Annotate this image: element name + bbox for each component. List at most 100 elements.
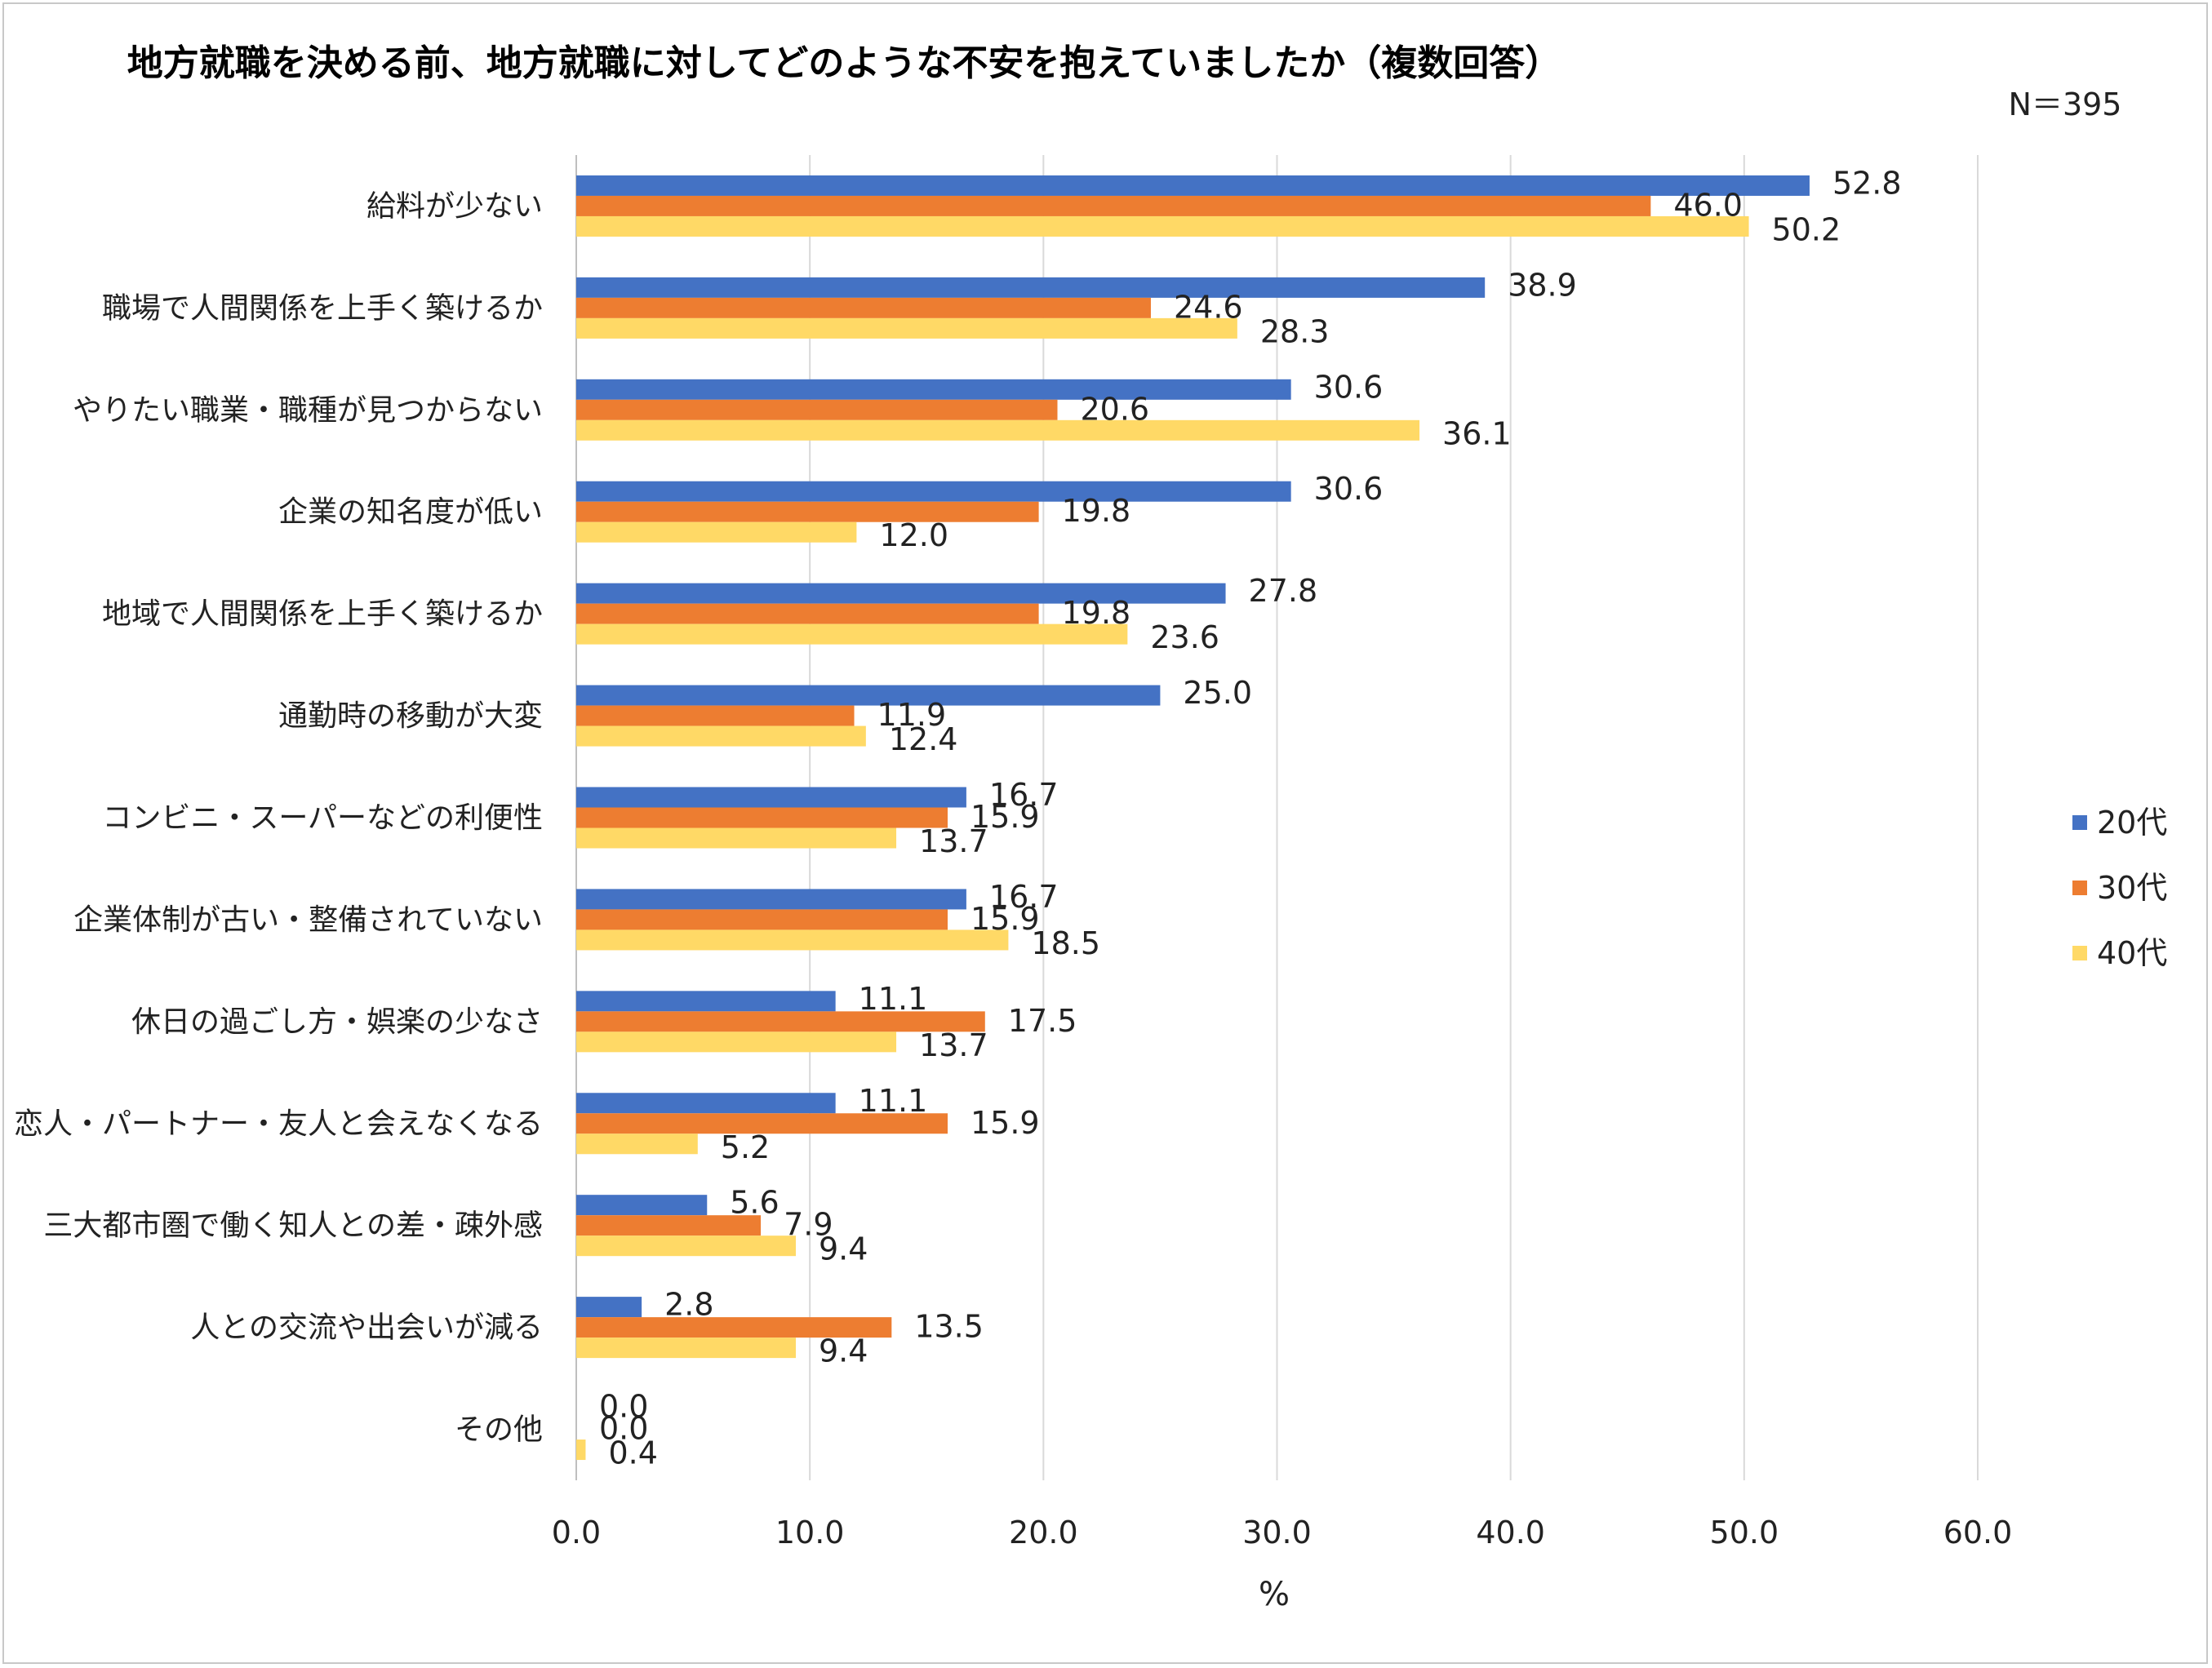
- data-label: 11.1: [859, 1083, 928, 1119]
- bar-30代: [576, 501, 1039, 522]
- bar-20代: [576, 277, 1486, 298]
- data-label: 16.7: [989, 879, 1059, 915]
- bar-30代: [576, 1317, 892, 1338]
- data-label: 2.8: [664, 1287, 713, 1323]
- category-label: 恋人・パートナー・友人と会えなくなる: [14, 1107, 543, 1141]
- category-label: 地域で人間関係を上手く築けるか: [102, 597, 543, 631]
- data-label: 17.5: [1008, 1003, 1077, 1039]
- bar-20代: [576, 379, 1291, 400]
- bar-30代: [576, 1113, 948, 1134]
- x-axis-label: %: [1259, 1576, 1290, 1613]
- data-label: 12.0: [879, 517, 948, 553]
- bar-40代: [576, 1133, 698, 1155]
- gridlines: [809, 155, 1979, 1480]
- category-label: 企業の知名度が低い: [278, 495, 543, 529]
- data-label: 19.8: [1062, 595, 1131, 631]
- bar-20代: [576, 787, 966, 808]
- data-label: 5.6: [730, 1185, 779, 1221]
- category-label: 三大都市圏で働く知人との差・疎外感: [43, 1209, 543, 1243]
- data-label: 36.1: [1442, 415, 1512, 451]
- data-label: 16.7: [989, 777, 1059, 813]
- bar-20代: [576, 481, 1291, 502]
- category-label: 人との交流や出会いが減る: [190, 1311, 543, 1345]
- x-tick-label: 30.0: [1242, 1515, 1312, 1550]
- bar-40代: [576, 623, 1128, 645]
- data-label: 5.2: [721, 1129, 770, 1165]
- data-label: 50.2: [1772, 211, 1841, 247]
- data-label: 0.0: [599, 1411, 648, 1447]
- bar-30代: [576, 195, 1651, 216]
- data-label: 11.9: [877, 697, 947, 733]
- data-label: 15.9: [971, 799, 1040, 835]
- bar-20代: [576, 991, 836, 1012]
- sample-size-note: N＝395: [2009, 87, 2122, 122]
- bar-20代: [576, 1195, 708, 1216]
- bar-40代: [576, 1440, 586, 1461]
- bar-20代: [576, 685, 1161, 706]
- bar-40代: [576, 1031, 897, 1053]
- x-tick-label: 0.0: [552, 1515, 601, 1550]
- data-label: 24.6: [1174, 289, 1243, 325]
- data-label: 13.7: [919, 1027, 988, 1063]
- x-tick-label: 10.0: [775, 1515, 845, 1550]
- data-label: 18.5: [1031, 925, 1100, 961]
- data-label: 0.4: [608, 1435, 657, 1471]
- data-label: 15.9: [971, 1105, 1040, 1141]
- x-tick-label: 20.0: [1009, 1515, 1078, 1550]
- legend-label-40代: 40代: [2097, 935, 2167, 971]
- category-label: 企業体制が古い・整備されていない: [73, 903, 543, 937]
- legend-swatch-20代: [2072, 815, 2087, 830]
- data-label: 11.1: [859, 981, 928, 1017]
- bar-30代: [576, 297, 1151, 318]
- bar-40代: [576, 929, 1009, 951]
- data-label: 9.4: [819, 1231, 868, 1267]
- legend-label-30代: 30代: [2097, 870, 2167, 906]
- data-label: 23.6: [1150, 619, 1219, 655]
- bar-30代: [576, 705, 855, 726]
- data-label: 7.9: [784, 1207, 833, 1243]
- category-label: コンビニ・スーパーなどの利便性: [102, 801, 543, 835]
- x-tick-label: 40.0: [1476, 1515, 1545, 1550]
- bar-20代: [576, 1093, 836, 1114]
- data-label: 20.6: [1081, 391, 1150, 427]
- category-label: やりたい職業・職種が見つからない: [73, 393, 543, 427]
- data-label: 15.9: [971, 901, 1040, 937]
- legend-label-20代: 20代: [2097, 805, 2167, 841]
- legend-swatch-40代: [2072, 946, 2087, 960]
- bar-chart: 地方就職を決める前、地方就職に対してどのような不安を抱えていましたか（複数回答）…: [14, 42, 2167, 1613]
- category-label: その他: [455, 1413, 543, 1447]
- category-label: 給料が少ない: [366, 189, 543, 223]
- bars: [576, 175, 1810, 1461]
- bar-30代: [576, 909, 948, 930]
- category-labels: 給料が少ない職場で人間関係を上手く築けるかやりたい職業・職種が見つからない企業の…: [14, 189, 543, 1446]
- bar-40代: [576, 1338, 796, 1359]
- legend-swatch-30代: [2072, 881, 2087, 895]
- data-label: 0.0: [599, 1389, 648, 1425]
- data-label: 19.8: [1062, 493, 1131, 529]
- bar-40代: [576, 827, 897, 849]
- bar-30代: [576, 399, 1058, 420]
- bar-20代: [576, 175, 1810, 196]
- bar-20代: [576, 1297, 642, 1318]
- bar-40代: [576, 1235, 796, 1257]
- bar-40代: [576, 215, 1749, 237]
- data-label: 38.9: [1508, 267, 1577, 303]
- data-label: 9.4: [819, 1333, 868, 1369]
- data-label: 12.4: [889, 721, 958, 757]
- data-label: 52.8: [1832, 165, 1902, 201]
- data-label: 13.5: [914, 1309, 984, 1345]
- bar-40代: [576, 419, 1420, 441]
- chart-title: 地方就職を決める前、地方就職に対してどのような不安を抱えていましたか（複数回答）: [127, 42, 1561, 84]
- value-labels: 52.8 46.0 50.2 38.9 24.6 28.3 30.6 20.6 36.1 30.6…: [599, 165, 1902, 1471]
- x-tick-label: 50.0: [1710, 1515, 1779, 1550]
- category-label: 休日の過ごし方・娯楽の少なさ: [131, 1005, 543, 1039]
- category-label: 通勤時の移動が大変: [278, 699, 543, 733]
- x-tick-labels: 0.0 10.0 20.0 30.0 40.0 50.0 60.0: [552, 1515, 2013, 1550]
- data-label: 25.0: [1183, 675, 1252, 711]
- data-label: 13.7: [919, 823, 988, 859]
- legend: 20代 30代 40代: [2072, 805, 2167, 971]
- data-label: 28.3: [1260, 313, 1330, 349]
- bar-40代: [576, 317, 1237, 339]
- data-label: 27.8: [1249, 573, 1318, 609]
